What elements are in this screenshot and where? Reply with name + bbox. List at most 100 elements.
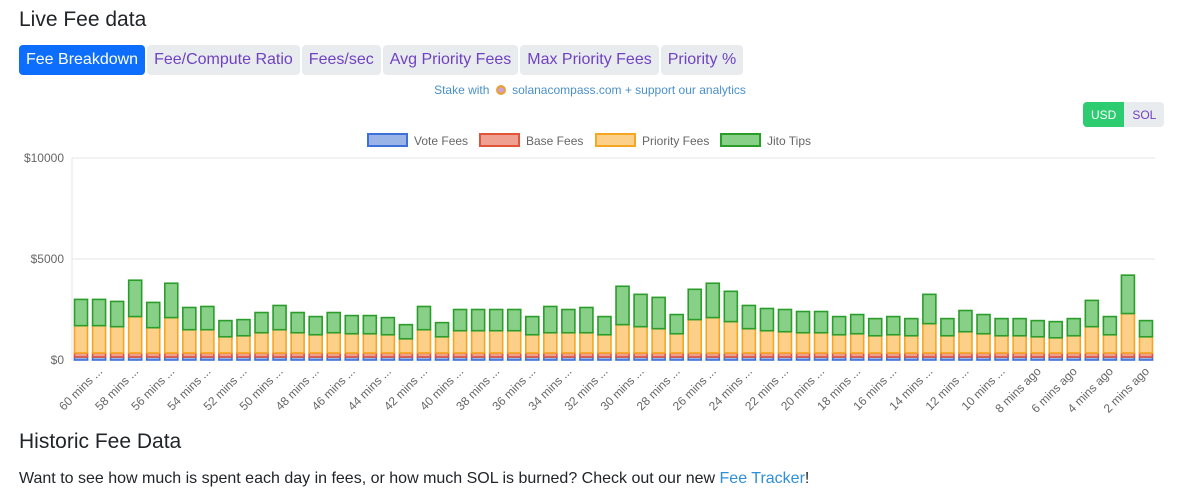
- sol-button[interactable]: SOL: [1124, 102, 1165, 127]
- tab-fees-per-sec[interactable]: Fees/sec: [301, 45, 381, 75]
- currency-toggle: USD SOL: [1083, 102, 1165, 127]
- bar-segment: [236, 318, 251, 337]
- bar-segment: [741, 304, 757, 330]
- bar-segment: [795, 310, 811, 334]
- bar-segment: [543, 331, 558, 354]
- bar-segment: [597, 315, 612, 336]
- bar-segment: [398, 323, 414, 340]
- bar-segment: [1102, 315, 1118, 336]
- bar-segment: [254, 331, 269, 354]
- bar-segment: [127, 279, 143, 318]
- bar-segment: [380, 316, 396, 336]
- bar-segment: [705, 316, 721, 354]
- y-tick-label: $0: [51, 353, 65, 367]
- bar-segment: [831, 333, 847, 354]
- bar-segment: [669, 332, 684, 354]
- tab-fee-breakdown[interactable]: Fee Breakdown: [19, 45, 146, 75]
- bar-segment: [1012, 334, 1027, 354]
- bar-segment: [91, 298, 107, 327]
- tab-priority-percent[interactable]: Priority %: [660, 45, 744, 75]
- bar-segment: [524, 333, 540, 354]
- bar-segment: [976, 332, 991, 354]
- bar-segment: [109, 325, 125, 354]
- bar-segment: [994, 317, 1009, 337]
- tab-max-priority-fees[interactable]: Max Priority Fees: [520, 45, 659, 75]
- bar-segment: [1138, 319, 1154, 338]
- y-tick-label: $5000: [31, 252, 65, 266]
- bar-segment: [615, 323, 630, 354]
- bar-segment: [290, 331, 305, 354]
- legend-swatch: [479, 133, 520, 147]
- bar-segment: [200, 305, 215, 331]
- bar-segment: [1048, 320, 1064, 339]
- bar-segment: [1048, 336, 1064, 354]
- bar-segment: [344, 314, 360, 335]
- bar-segment: [958, 330, 973, 354]
- bar-segment: [1030, 335, 1045, 354]
- bar-segment: [1120, 274, 1136, 315]
- bar-segment: [182, 328, 197, 354]
- bar-segment: [940, 317, 955, 337]
- stake-link[interactable]: solanacompass.com: [512, 83, 622, 97]
- bar-segment: [73, 324, 89, 354]
- bar-segment: [109, 300, 125, 328]
- bar-segment: [506, 329, 522, 354]
- legend-label: Priority Fees: [642, 134, 709, 148]
- bar-segment: [1120, 312, 1136, 354]
- historic-fee-title: Historic Fee Data: [19, 430, 182, 453]
- bar-segment: [380, 333, 396, 354]
- bar-segment: [1102, 333, 1118, 354]
- bar-segment: [579, 306, 594, 334]
- bar-segment: [145, 326, 161, 354]
- legend-swatch: [595, 133, 636, 147]
- bar-segment: [723, 320, 739, 354]
- bar-segment: [91, 324, 107, 354]
- fee-tracker-link[interactable]: Fee Tracker: [719, 470, 805, 487]
- bar-segment: [561, 331, 576, 354]
- solanacompass-logo-icon: [495, 85, 506, 95]
- tab-avg-priority-fees[interactable]: Avg Priority Fees: [382, 45, 519, 75]
- bar-segment: [1066, 334, 1082, 354]
- bar-segment: [940, 334, 955, 354]
- bar-segment: [705, 282, 721, 319]
- bar-segment: [958, 309, 973, 333]
- bar-segment: [633, 325, 648, 354]
- bar-segment: [200, 328, 215, 354]
- bar-segment: [73, 298, 89, 327]
- legend-swatch: [720, 133, 761, 147]
- bar-segment: [470, 308, 486, 332]
- bar-segment: [127, 315, 143, 354]
- bar-segment: [579, 331, 594, 354]
- bar-segment: [452, 329, 468, 354]
- bar-segment: [543, 305, 558, 334]
- bar-segment: [434, 321, 450, 338]
- bar-segment: [506, 308, 522, 332]
- live-fee-title: Live Fee data: [19, 8, 147, 31]
- bar-segment: [254, 311, 269, 334]
- bar-segment: [344, 332, 360, 354]
- bar-segment: [1012, 317, 1027, 337]
- bar-segment: [272, 328, 287, 354]
- stake-banner: Stake with solanacompass.com + support o…: [0, 83, 1180, 97]
- legend-swatch: [367, 133, 408, 147]
- bar-segment: [326, 311, 342, 334]
- bar-segment: [777, 308, 793, 333]
- bar-segment: [362, 314, 378, 335]
- bar-segment: [1084, 299, 1100, 328]
- bar-segment: [904, 317, 919, 337]
- tab-fee-compute-ratio[interactable]: Fee/Compute Ratio: [147, 45, 300, 75]
- usd-button[interactable]: USD: [1083, 102, 1125, 127]
- bar-segment: [867, 317, 883, 337]
- chart-tabs: Fee Breakdown Fee/Compute Ratio Fees/sec…: [19, 45, 744, 75]
- bar-segment: [849, 313, 865, 335]
- bar-segment: [597, 333, 612, 354]
- bar-segment: [885, 315, 901, 336]
- bar-segment: [615, 285, 630, 326]
- bar-segment: [759, 329, 775, 354]
- bar-segment: [524, 315, 540, 336]
- bar-segment: [163, 316, 179, 354]
- historic-fee-text: Want to see how much is spent each day i…: [19, 470, 809, 488]
- bar-segment: [362, 332, 378, 354]
- bar-segment: [1030, 319, 1045, 338]
- bar-segment: [813, 331, 829, 354]
